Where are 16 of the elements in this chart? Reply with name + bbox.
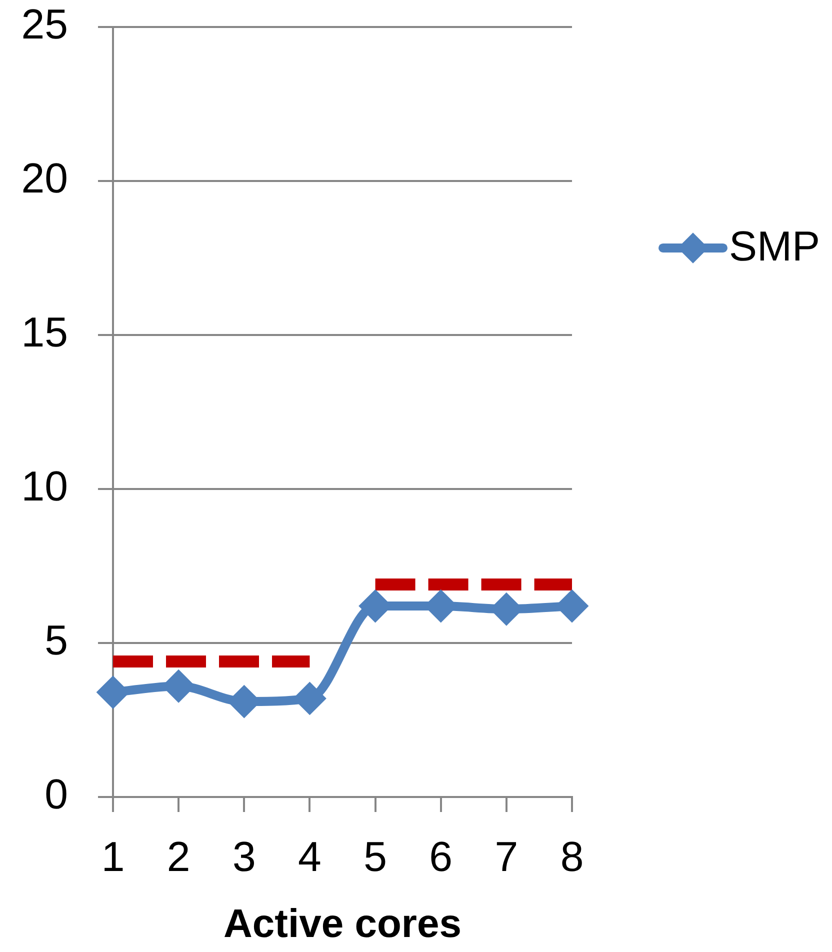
x-tick-label: 2 [166, 832, 190, 880]
x-tick-label: 4 [298, 832, 322, 880]
x-tick-label: 8 [560, 832, 584, 880]
legend-label: SMP [729, 222, 820, 270]
x-tick-label: 5 [364, 832, 387, 880]
x-tick-label: 6 [429, 832, 453, 880]
x-axis-title: Active cores [224, 902, 462, 946]
x-tick-label: 3 [232, 832, 256, 880]
y-tick-label: 0 [44, 770, 68, 818]
y-tick-label: 10 [21, 462, 68, 510]
x-tick-label: 1 [101, 832, 125, 880]
y-tick-label: 25 [21, 0, 68, 48]
y-tick-label: 20 [21, 154, 68, 202]
x-tick-label: 7 [494, 832, 518, 880]
y-tick-label: 15 [21, 308, 68, 356]
y-tick-label: 5 [44, 616, 68, 664]
